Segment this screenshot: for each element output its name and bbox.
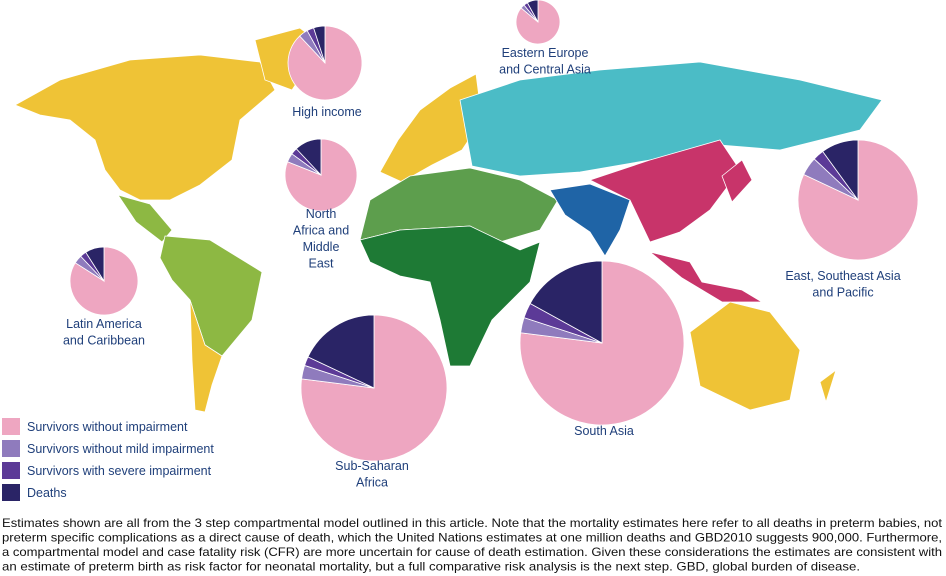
south-asia	[549, 183, 631, 257]
legend-swatch	[2, 418, 20, 435]
region-label: and Pacific	[812, 286, 873, 300]
region-label: South Asia	[574, 424, 634, 438]
region-label: Latin America	[66, 317, 142, 331]
region-label: Africa	[356, 476, 388, 490]
world-map	[14, 27, 883, 413]
caption-line: an estimate of preterm birth as risk fac…	[2, 560, 860, 574]
region-label: High income	[292, 105, 362, 119]
legend: Survivors without impairment Survivors wi…	[2, 418, 214, 501]
legend-label: Survivors with severe impairment	[27, 464, 212, 478]
region-label: and Central Asia	[499, 63, 591, 77]
legend-swatch	[2, 484, 20, 501]
pie-slice	[822, 139, 859, 202]
pie-slice	[797, 139, 919, 261]
region-label: and Caribbean	[63, 334, 145, 348]
caption-line: Estimates shown are all from the 3 step …	[2, 516, 943, 530]
pie-slice	[529, 260, 603, 344]
caption-line: a compartmental model and case fatality …	[2, 545, 942, 559]
russia-central-asia	[459, 61, 883, 177]
region-label: North	[306, 207, 337, 221]
legend-label: Survivors without mild impairment	[27, 442, 214, 456]
region-label: Middle	[303, 240, 340, 254]
legend-swatch	[2, 462, 20, 479]
sub-saharan-africa	[359, 225, 541, 367]
southeast-asia	[649, 251, 764, 303]
region-label: East	[308, 257, 334, 271]
legend-label: Survivors without impairment	[27, 420, 188, 434]
pie-slice	[526, 0, 539, 23]
pie-slice	[307, 314, 375, 389]
region-label: Eastern Europe	[502, 46, 589, 60]
pie-slice	[313, 25, 326, 64]
east-asia	[588, 139, 741, 243]
pie-slice	[85, 246, 105, 283]
central-america	[117, 194, 173, 243]
legend-label: Deaths	[27, 486, 67, 500]
north-america	[14, 54, 276, 201]
caption: Estimates shown are all from the 3 step …	[2, 516, 943, 574]
australia	[689, 301, 801, 411]
southern-cone	[189, 299, 223, 413]
caption-line: preterm specific complications as a dire…	[2, 531, 942, 545]
region-label: Africa and	[293, 224, 349, 238]
japan	[721, 159, 753, 203]
region-label: East, Southeast Asia	[785, 269, 900, 283]
pie-slice	[295, 138, 322, 177]
region-label: Sub-Saharan	[335, 459, 409, 473]
south-america	[159, 235, 263, 357]
new-zealand	[819, 368, 837, 404]
legend-swatch	[2, 440, 20, 457]
pies: Eastern Europe and Central Asia High incom…	[63, 0, 919, 490]
